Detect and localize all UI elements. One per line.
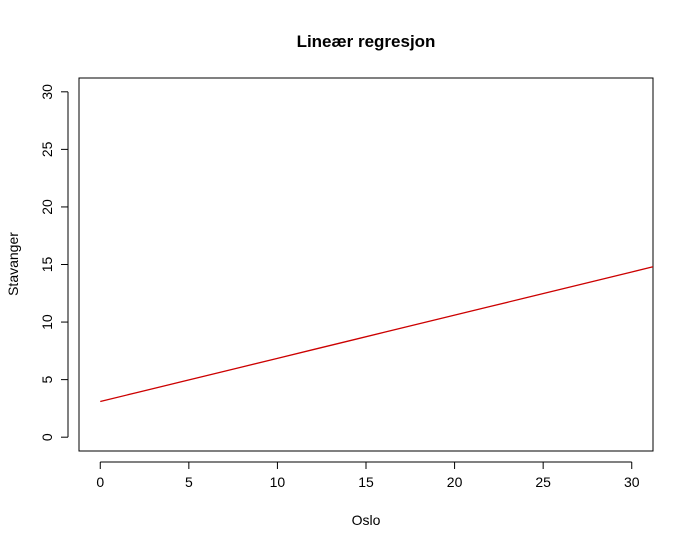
- y-tick-label: 30: [39, 84, 55, 100]
- y-tick-label: 25: [39, 141, 55, 157]
- x-tick-label: 20: [447, 474, 463, 490]
- x-tick-label: 0: [96, 474, 104, 490]
- series-layer: [100, 266, 654, 403]
- y-axis: 0 5 10 15 20 25 30: [39, 84, 69, 441]
- x-tick-label: 25: [535, 474, 551, 490]
- regression-line: [100, 266, 654, 403]
- y-tick-label: 5: [39, 376, 55, 384]
- x-tick-label: 15: [358, 474, 374, 490]
- y-tick-label: 15: [39, 257, 55, 273]
- chart-title: Lineær regresjon: [297, 32, 436, 51]
- x-axis: 0 5 10 15 20 25 30: [96, 461, 640, 490]
- y-axis-label: Stavanger: [5, 232, 21, 296]
- plot-frame: [78, 77, 654, 452]
- x-axis-label: Oslo: [352, 512, 381, 528]
- y-tick-label: 0: [39, 433, 55, 441]
- y-tick-label: 20: [39, 199, 55, 215]
- x-tick-label: 5: [185, 474, 193, 490]
- y-tick-label: 10: [39, 314, 55, 330]
- x-tick-label: 30: [624, 474, 640, 490]
- x-tick-label: 10: [270, 474, 286, 490]
